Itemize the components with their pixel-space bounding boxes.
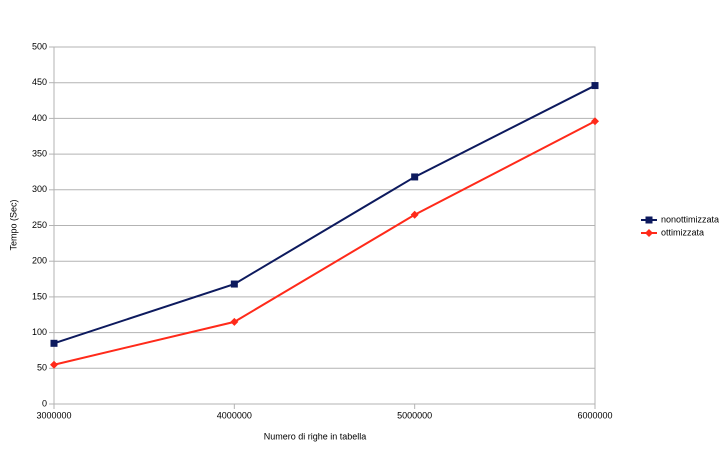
y-tick-label: 400 [32,113,47,123]
x-axis-title: Numero di righe in tabella [264,431,367,441]
x-tick-label: 3000000 [36,410,71,420]
x-tick-label: 5000000 [397,410,432,420]
y-tick-label: 250 [32,220,47,230]
y-tick-label: 200 [32,256,47,266]
y-axis-title: Tempo (Sec) [8,199,18,250]
y-tick-label: 0 [42,398,47,408]
legend-label: ottimizzata [661,227,704,237]
marker [591,117,599,126]
marker [591,82,599,90]
marker [410,210,419,219]
legend-label: nonottimizzata [661,214,719,224]
marker [230,317,239,326]
marker [411,173,419,181]
x-tick-label: 4000000 [217,410,252,420]
y-tick-label: 150 [32,291,47,301]
marker [50,360,58,369]
series-line [53,84,596,345]
y-tick-label: 100 [32,327,47,337]
marker [645,216,653,224]
y-tick-label: 50 [37,363,47,373]
y-tick-label: 350 [32,148,47,158]
y-tick-label: 300 [32,184,47,194]
marker [645,229,653,237]
x-tick-label: 6000000 [577,410,612,420]
marker [230,280,238,288]
y-tick-label: 450 [32,77,47,87]
series-line [53,120,596,366]
marker [50,339,58,347]
y-tick-label: 500 [32,41,47,51]
